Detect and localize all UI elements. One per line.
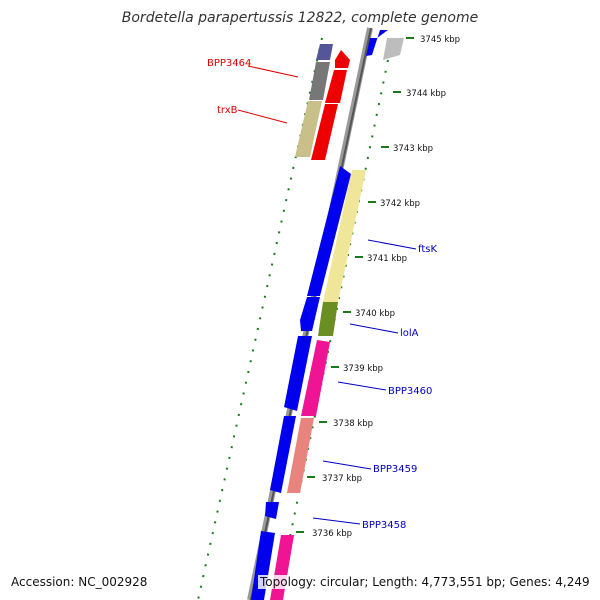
BPP3458-leader-line	[312, 517, 361, 525]
gene-label-BPP3460[interactable]: BPP3460	[388, 386, 432, 397]
map-title: Bordetella parapertussis 12822, complete…	[121, 10, 479, 26]
scale-label-3738: 3738 kbp	[333, 419, 373, 429]
BPP3459-blue-feature	[270, 416, 296, 493]
ftsK-yellow-feature	[323, 170, 366, 302]
bottom-magenta-feature	[270, 535, 294, 600]
red-arrow-feature-2	[325, 70, 347, 103]
BPP3458-small-blue-feature	[265, 502, 279, 519]
ftsK-blue-feature	[307, 166, 351, 296]
scale-label-3744: 3744 kbp	[406, 89, 446, 99]
red-arrow-feature-3	[311, 104, 338, 160]
BPP3460-leader-line	[337, 381, 387, 391]
gene-label-BPP3464[interactable]: BPP3464	[207, 58, 251, 69]
scale-label-3741: 3741 kbp	[367, 254, 407, 264]
gene-label-lolA[interactable]: lolA	[400, 328, 419, 339]
ftsK-leader-line	[367, 239, 417, 250]
BPP3460-magenta-feature	[301, 340, 330, 416]
lolA-leader-line	[349, 323, 399, 334]
top-gray-feature	[383, 38, 404, 60]
scale-label-3737: 3737 kbp	[322, 474, 362, 484]
accession-text: Accession: NC_002928	[9, 575, 150, 589]
outer-dotted-track	[197, 37, 323, 600]
purple-feature	[316, 44, 333, 60]
scale-label-3739: 3739 kbp	[343, 364, 383, 374]
BPP3464-leader-line	[247, 65, 299, 78]
trxB-leader-line	[237, 109, 288, 124]
gray-feature	[309, 62, 330, 100]
BPP3460-blue-feature	[284, 336, 312, 411]
gene-label-trxB[interactable]: trxB	[217, 105, 238, 116]
khaki-feature	[295, 101, 322, 157]
top-blue-feature	[366, 30, 388, 56]
lolA-blue-feature	[300, 297, 320, 331]
scale-label-3740: 3740 kbp	[355, 309, 395, 319]
genome-summary-text: Topology: circular; Length: 4,773,551 bp…	[258, 575, 592, 589]
lolA-olive-feature	[318, 302, 338, 336]
gene-label-BPP3459[interactable]: BPP3459	[373, 464, 417, 475]
scale-label-3742: 3742 kbp	[380, 199, 420, 209]
scale-label-3736: 3736 kbp	[312, 529, 352, 539]
red-arrow-feature-1	[335, 50, 350, 68]
scale-label-3743: 3743 kbp	[393, 144, 433, 154]
scale-label-3745: 3745 kbp	[420, 35, 460, 45]
BPP3459-leader-line	[322, 460, 372, 470]
BPP3459-salmon-feature	[287, 418, 314, 493]
bottom-blue-feature	[251, 531, 275, 600]
gene-label-BPP3458[interactable]: BPP3458	[362, 520, 406, 531]
gene-label-ftsK[interactable]: ftsK	[418, 244, 437, 255]
